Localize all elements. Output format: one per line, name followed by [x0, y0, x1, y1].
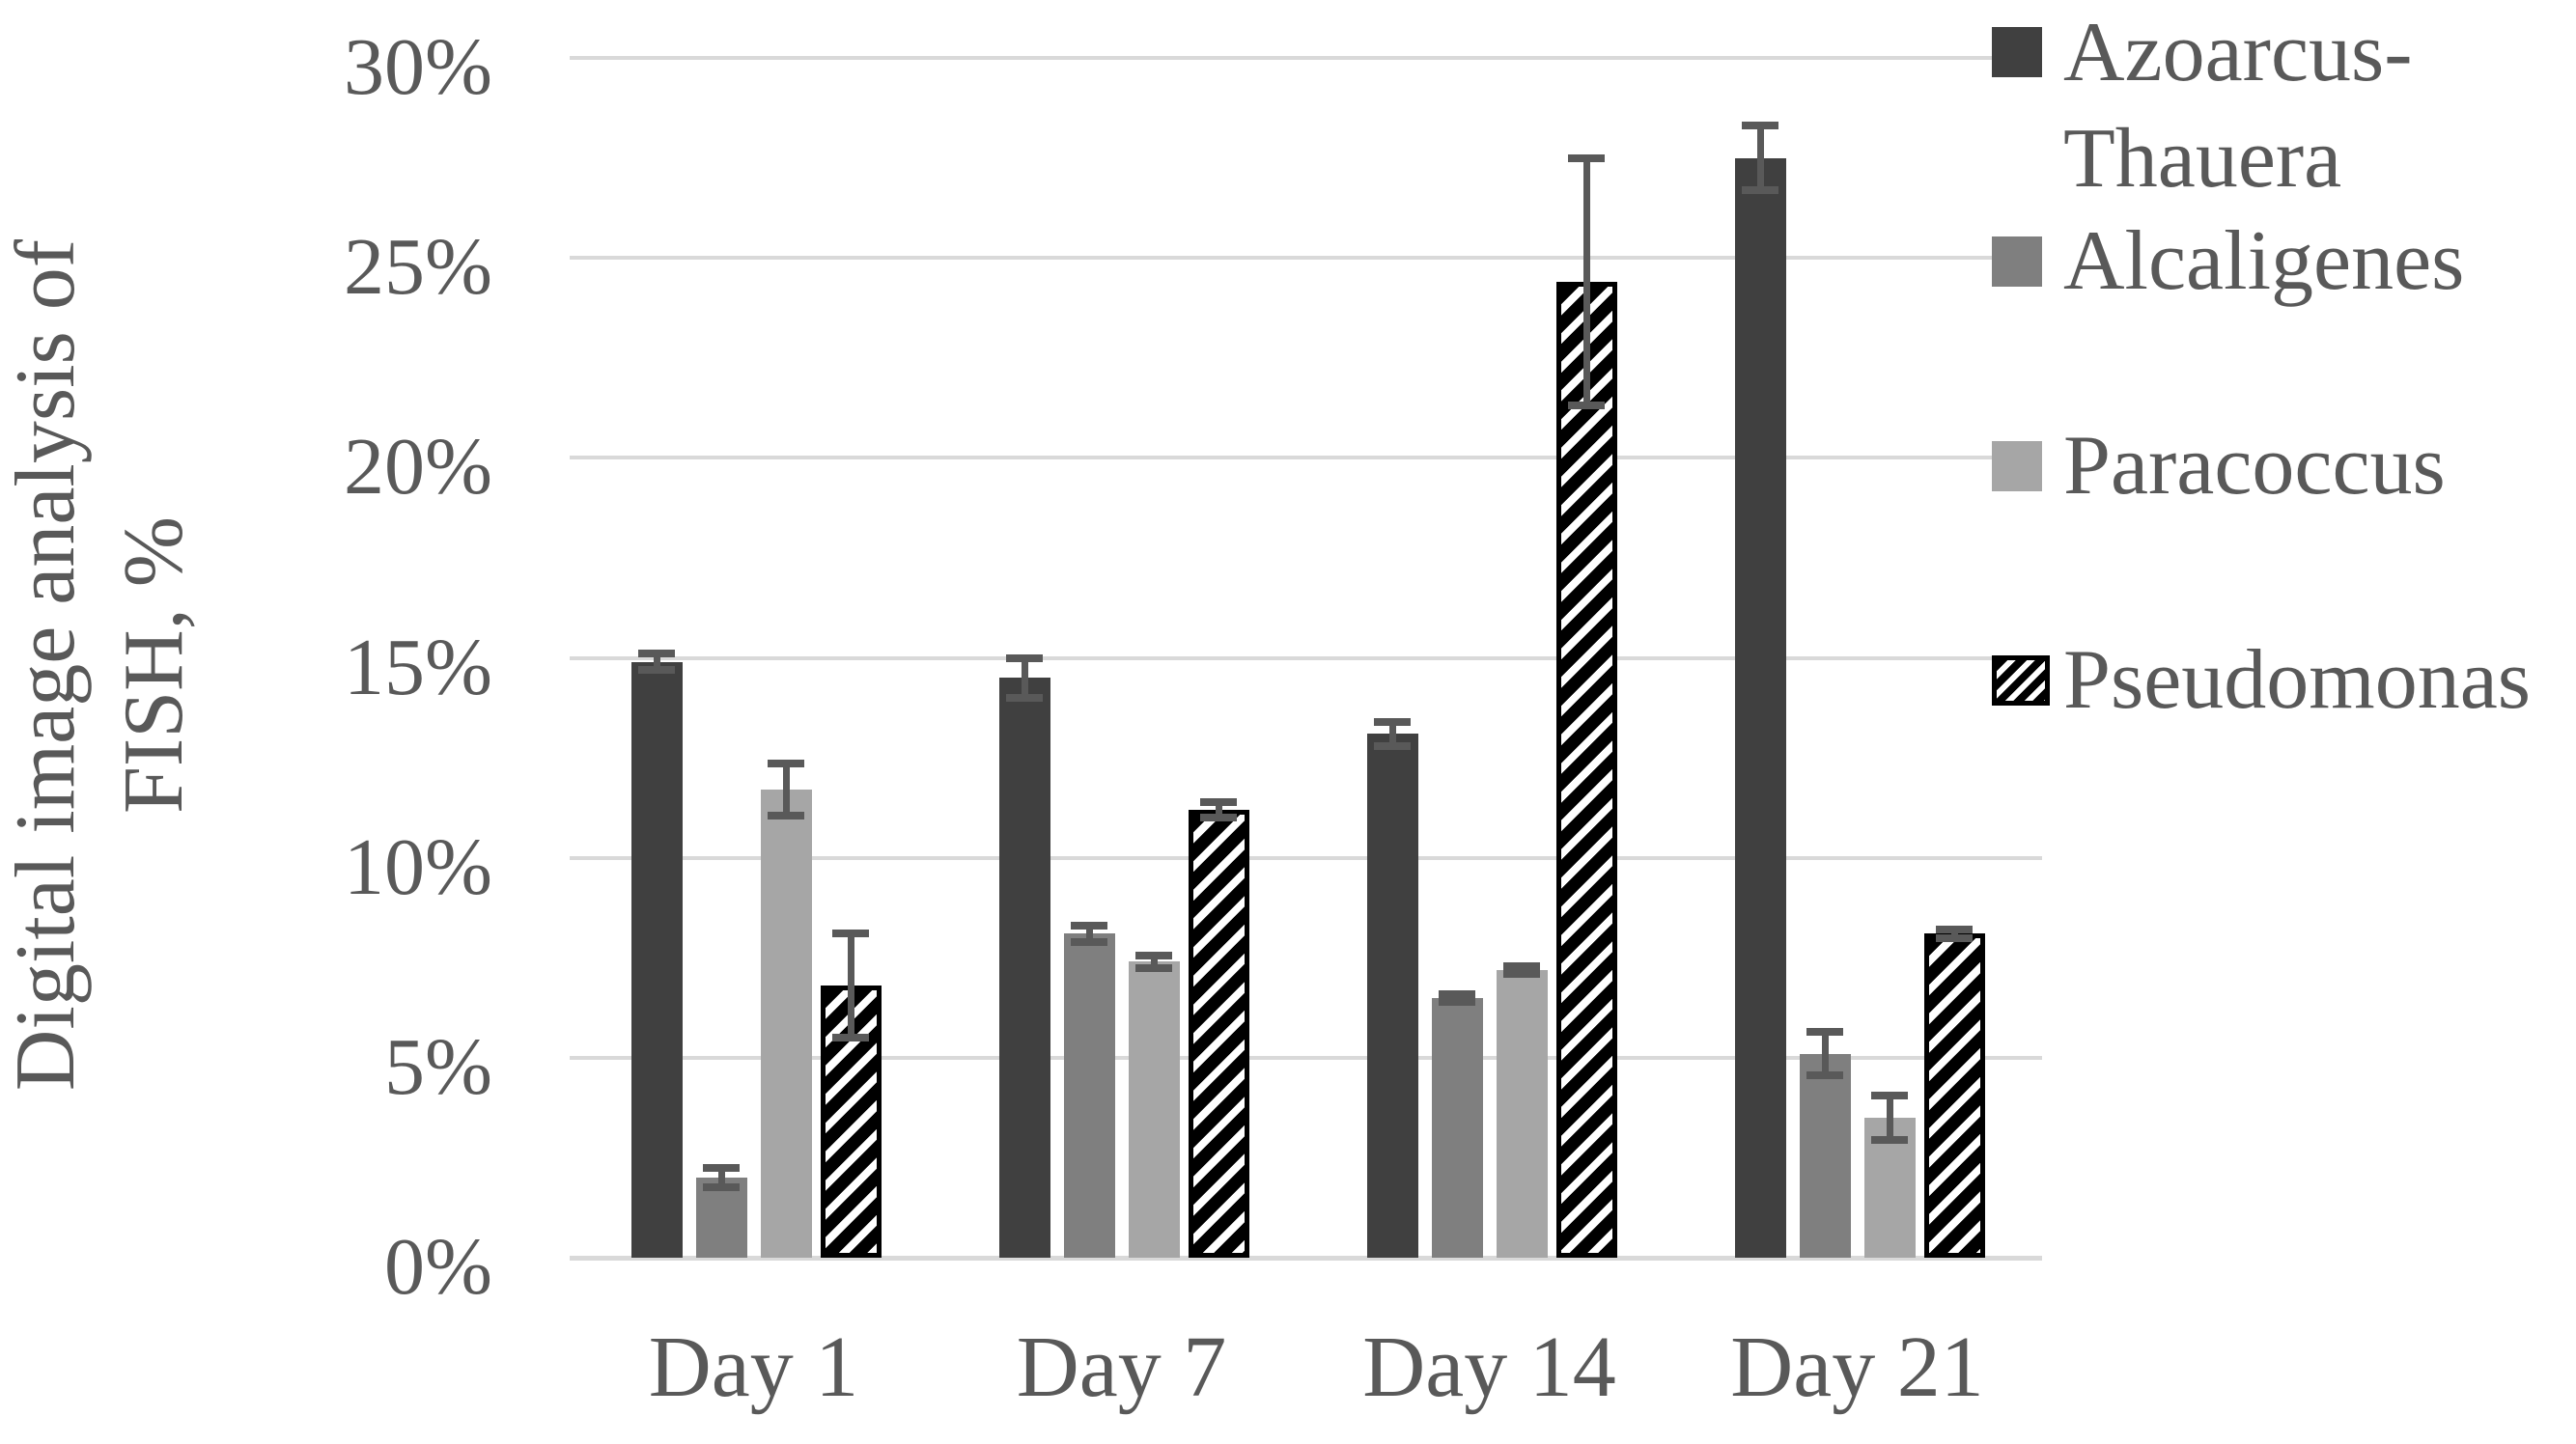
error-bar-alcaligenes-day-7	[1085, 926, 1093, 942]
legend-swatch-azoarcus-thauera	[1992, 27, 2042, 77]
x-axis-label-day-14: Day 14	[1362, 1319, 1616, 1415]
y-tick-label-20pct: 20%	[344, 422, 492, 513]
legend-label-line: Azoarcus-	[2063, 6, 2413, 99]
error-bar-pseudomonas-day-7	[1215, 801, 1222, 819]
y-axis-title-line1: Digital image analysis of	[0, 238, 93, 1092]
error-bar-paracoccus-day-1	[782, 764, 790, 817]
error-bar-pseudomonas-day-21	[1950, 930, 1958, 938]
error-cap-upper-pseudomonas-day-21	[1936, 926, 1973, 934]
error-cap-upper-azoarcus-thauera-day-1	[638, 650, 675, 658]
error-bar-alcaligenes-day-21	[1821, 1031, 1829, 1076]
error-cap-upper-azoarcus-thauera-day-7	[1006, 653, 1043, 662]
error-cap-upper-paracoccus-day-1	[768, 760, 804, 768]
error-cap-upper-azoarcus-thauera-day-21	[1742, 122, 1778, 130]
error-cap-upper-pseudomonas-day-14	[1568, 153, 1605, 162]
error-cap-upper-alcaligenes-day-7	[1071, 922, 1107, 930]
error-bar-pseudomonas-day-14	[1582, 157, 1590, 406]
y-axis-title: Digital image analysis of FISH, %	[0, 38, 216, 1292]
x-axis-line	[570, 1256, 2042, 1261]
error-cap-upper-paracoccus-day-14	[1503, 961, 1540, 970]
legend-label-line: Pseudomonas	[2063, 633, 2531, 727]
bar-azoarcus-thauera-day-14	[1366, 734, 1418, 1258]
error-bar-alcaligenes-day-1	[717, 1167, 725, 1188]
error-cap-upper-alcaligenes-day-21	[1806, 1027, 1843, 1036]
error-bar-azoarcus-thauera-day-1	[653, 653, 660, 670]
bar-pseudomonas-day-21	[1923, 933, 1985, 1258]
error-cap-lower-pseudomonas-day-7	[1200, 814, 1237, 822]
bar-paracoccus-day-14	[1496, 969, 1548, 1258]
y-tick-label-5pct: 5%	[384, 1021, 492, 1112]
error-bar-paracoccus-day-21	[1886, 1096, 1893, 1140]
bar-pseudomonas-day-14	[1555, 282, 1617, 1258]
x-axis-label-day-21: Day 21	[1730, 1319, 1984, 1415]
bar-azoarcus-thauera-day-21	[1734, 157, 1786, 1258]
error-cap-upper-alcaligenes-day-14	[1439, 989, 1475, 998]
y-axis-title-line2: FISH, %	[107, 515, 201, 815]
error-bar-alcaligenes-day-14	[1453, 993, 1461, 1002]
error-cap-lower-paracoccus-day-1	[768, 812, 804, 820]
bar-paracoccus-day-1	[760, 790, 812, 1258]
legend-label-paracoccus: Paracoccus	[2063, 413, 2446, 519]
error-cap-lower-pseudomonas-day-1	[832, 1034, 869, 1042]
error-bar-paracoccus-day-7	[1150, 956, 1158, 968]
legend-label-line: Paracoccus	[2063, 419, 2446, 513]
legend-swatch-alcaligenes	[1992, 236, 2042, 287]
error-cap-upper-azoarcus-thauera-day-14	[1374, 717, 1411, 726]
error-cap-lower-pseudomonas-day-14	[1568, 402, 1605, 410]
bar-azoarcus-thauera-day-7	[998, 678, 1050, 1258]
error-cap-lower-paracoccus-day-14	[1503, 969, 1540, 978]
y-tick-label-25pct: 25%	[344, 222, 492, 313]
gridline-30pct	[570, 56, 2042, 60]
y-tick-label-0pct: 0%	[384, 1222, 492, 1312]
error-bar-pseudomonas-day-1	[847, 933, 854, 1039]
gridline-25pct	[570, 256, 2042, 261]
error-cap-lower-alcaligenes-day-14	[1439, 997, 1475, 1006]
gridline-10pct	[570, 855, 2042, 860]
error-cap-lower-alcaligenes-day-7	[1071, 937, 1107, 946]
y-tick-label-10pct: 10%	[344, 821, 492, 912]
gridline-5pct	[570, 1055, 2042, 1060]
y-tick-label-15pct: 15%	[344, 622, 492, 712]
error-bar-azoarcus-thauera-day-21	[1756, 125, 1764, 190]
x-axis-label-day-1: Day 1	[648, 1319, 859, 1415]
bar-azoarcus-thauera-day-1	[630, 661, 683, 1258]
legend-label-line: Alcaligenes	[2063, 214, 2465, 308]
bar-paracoccus-day-7	[1128, 961, 1180, 1258]
error-cap-upper-pseudomonas-day-1	[832, 930, 869, 938]
legend-swatch-paracoccus	[1992, 441, 2042, 491]
gridline-20pct	[570, 456, 2042, 460]
error-cap-lower-azoarcus-thauera-day-21	[1742, 185, 1778, 194]
error-cap-upper-paracoccus-day-7	[1135, 952, 1172, 960]
error-cap-lower-azoarcus-thauera-day-14	[1374, 741, 1411, 750]
error-bar-paracoccus-day-14	[1518, 965, 1526, 974]
legend-label-pseudomonas: Pseudomonas	[2063, 627, 2531, 734]
error-bar-azoarcus-thauera-day-14	[1388, 721, 1396, 746]
legend: Azoarcus- Thauera Alcaligenes Paracoccus Pse…	[1992, 0, 2576, 1444]
y-tick-label-30pct: 30%	[344, 22, 492, 112]
legend-label-line: Thauera	[2063, 112, 2342, 206]
error-cap-lower-pseudomonas-day-21	[1936, 933, 1973, 942]
error-cap-lower-alcaligenes-day-1	[703, 1183, 740, 1192]
legend-label-alcaligenes: Alcaligenes	[2063, 208, 2464, 315]
error-cap-upper-alcaligenes-day-1	[703, 1163, 740, 1172]
error-cap-lower-paracoccus-day-21	[1871, 1135, 1908, 1144]
gridline-15pct	[570, 655, 2042, 660]
error-cap-upper-paracoccus-day-21	[1871, 1092, 1908, 1100]
bar-alcaligenes-day-14	[1431, 997, 1483, 1258]
error-cap-upper-pseudomonas-day-7	[1200, 797, 1237, 806]
error-cap-lower-azoarcus-thauera-day-7	[1006, 693, 1043, 702]
error-cap-lower-paracoccus-day-7	[1135, 963, 1172, 972]
x-axis-label-day-7: Day 7	[1016, 1319, 1227, 1415]
error-cap-lower-azoarcus-thauera-day-1	[638, 665, 675, 674]
bar-pseudomonas-day-7	[1188, 809, 1249, 1258]
error-bar-azoarcus-thauera-day-7	[1021, 657, 1028, 698]
legend-label-azoarcus-thauera: Azoarcus- Thauera	[2063, 0, 2413, 212]
legend-swatch-pseudomonas	[1992, 655, 2050, 706]
bar-alcaligenes-day-21	[1799, 1053, 1851, 1258]
error-cap-lower-alcaligenes-day-21	[1806, 1071, 1843, 1080]
bar-alcaligenes-day-7	[1063, 933, 1115, 1258]
